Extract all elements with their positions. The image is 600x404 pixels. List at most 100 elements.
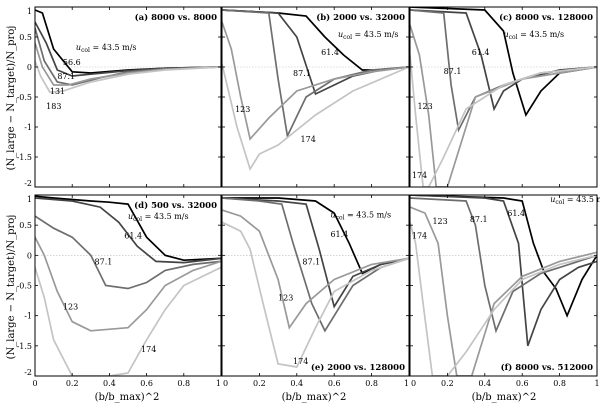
series-line-174-m-s xyxy=(222,63,409,172)
y-tick-label: -0.5 xyxy=(17,93,32,102)
panel-title: (c) 8000 vs. 128000 xyxy=(499,12,593,23)
x-tick-label: 0.8 xyxy=(365,379,378,388)
x-axis-label-f: (b/b_max)^2 xyxy=(472,392,537,403)
x-tick-label: 0.2 xyxy=(253,379,266,388)
series-line-123-m-s xyxy=(410,24,597,187)
plot-frame xyxy=(34,194,222,377)
x-tick-label: 0 xyxy=(32,379,37,388)
series-annotation: 174 xyxy=(141,345,156,354)
y-tick-label: 0 xyxy=(27,251,32,260)
x-tick-label: 0.8 xyxy=(177,379,190,388)
series-group xyxy=(35,9,221,94)
series-annotation: ucol = 43.5 m/s xyxy=(76,43,137,54)
series-group xyxy=(410,195,597,376)
series-line-123-m-s xyxy=(222,21,409,141)
series-line-61-4-m-s xyxy=(222,197,409,309)
y-tick-label: -2 xyxy=(24,368,32,377)
y-tick-label: -1.5 xyxy=(17,342,32,351)
y-tick-label: 0.5 xyxy=(19,221,32,230)
y-tick-label: -1.5 xyxy=(17,153,32,162)
series-line-174-m-s xyxy=(35,266,221,376)
series-line-61-4-m-s xyxy=(35,197,221,264)
series-annotation: 174 xyxy=(301,135,316,144)
x-axis-label-d: (b/b_max)^2 xyxy=(95,392,160,403)
panel-a: 1 0.5 0 -0.5 -1 -1.5 -2 (a) 8000 vs. 8000 ucol =… xyxy=(17,6,222,188)
x-tick-label: 0.6 xyxy=(328,379,341,388)
panel-c: (c) 8000 vs. 128000 ucol = 43.5 m/s 61.4 87… xyxy=(409,6,598,188)
series-group xyxy=(35,195,221,376)
panel-title: (a) 8000 vs. 8000 xyxy=(135,12,218,23)
series-annotation: 123 xyxy=(63,303,78,312)
y-tick-label: -1 xyxy=(24,123,32,132)
y-tick-label: 1 xyxy=(27,195,32,204)
series-annotation: ucol = 43.5 m/s xyxy=(338,30,399,41)
panel-title: (b) 2000 vs. 32000 xyxy=(316,12,405,23)
series-group xyxy=(222,197,409,368)
x-tick-label: 0.6 xyxy=(140,379,153,388)
panel-f: 0 0.2 0.4 0.6 0.8 1(f) 8000 vs. 512000 ucol = … xyxy=(409,194,600,388)
series-annotation: 87.1 xyxy=(57,72,75,81)
panel-title: (f) 8000 vs. 512000 xyxy=(501,362,593,373)
x-tick-label: 0 xyxy=(411,379,416,388)
x-tick-label: 0.4 xyxy=(290,379,303,388)
series-annotation: 61.4 xyxy=(330,230,348,239)
series-annotation: 183 xyxy=(46,102,61,111)
series-annotation: ucol = 43.5 m/s xyxy=(504,30,565,41)
x-tick-label: 0.4 xyxy=(478,379,491,388)
series-line-174-m-s xyxy=(410,221,597,376)
y-tick-label: 1 xyxy=(27,7,32,16)
series-annotation: 87.1 xyxy=(444,67,462,76)
series-annotation: 123 xyxy=(417,102,432,111)
series-annotation: ucol = 43.5 m/s xyxy=(330,210,391,221)
series-line-43-5-m-s xyxy=(410,7,597,118)
series-annotation: 131 xyxy=(50,87,65,96)
x-tick-label: 0.8 xyxy=(553,379,566,388)
series-line-123-m-s xyxy=(410,206,597,376)
x-axis-label-e: (b/b_max)^2 xyxy=(282,392,347,403)
series-annotation: 123 xyxy=(235,105,250,114)
series-annotation: 174 xyxy=(412,171,427,180)
y-axis-label-bottom: (N_large − N_target)/N_proj xyxy=(6,215,17,360)
y-axis-label-top: (N_large − N_target)/N_proj xyxy=(6,26,17,171)
series-line-174-m-s xyxy=(222,221,409,368)
series-line-61-4-m-s xyxy=(410,195,597,347)
series-line-87-1-m-s xyxy=(410,197,597,334)
series-line-123-m-s xyxy=(35,236,221,332)
panel-e: 0 0.2 0.4 0.6 0.8 1 (e) 2000 vs. 128000 ucol = … xyxy=(221,194,410,388)
x-tick-label: 0.2 xyxy=(66,379,79,388)
series-annotation: 61.4 xyxy=(321,48,339,57)
series-annotation: ucol = 43.5 m/s xyxy=(550,195,600,206)
series-annotation: ucol = 43.5 m/s xyxy=(128,212,189,223)
series-line-43-5-m-s xyxy=(35,195,221,262)
x-tick-label: 1 xyxy=(216,379,221,388)
series-line-87-1-m-s xyxy=(222,9,409,139)
series-annotation: 87.1 xyxy=(95,257,113,266)
x-tick-label: 1 xyxy=(404,379,409,388)
y-tick-label: -2 xyxy=(24,179,32,188)
series-annotation: 87.1 xyxy=(302,257,320,266)
panel-title: (e) 2000 vs. 128000 xyxy=(311,362,405,373)
series-line-183-m-s xyxy=(35,60,221,94)
x-tick-label: 0.2 xyxy=(441,379,454,388)
series-annotation: 123 xyxy=(278,294,293,303)
series-group xyxy=(222,9,409,172)
series-line-61-4-m-s xyxy=(410,9,597,112)
x-tick-label: 0 xyxy=(223,379,228,388)
series-annotation: 56.6 xyxy=(63,58,81,67)
y-tick-label: -0.5 xyxy=(17,282,32,291)
y-tick-label: -1 xyxy=(24,312,32,321)
x-tick-label: 1 xyxy=(594,379,599,388)
series-annotation: 174 xyxy=(293,357,308,366)
series-line-87-1-m-s xyxy=(222,197,409,333)
series-annotation: 87.1 xyxy=(293,69,311,78)
series-annotation: 174 xyxy=(412,231,427,240)
x-tick-label: 0.6 xyxy=(516,379,529,388)
y-tick-label: 0.5 xyxy=(19,33,32,42)
series-line-87-1-m-s xyxy=(35,215,221,290)
y-tick-label: 0 xyxy=(27,63,32,72)
panel-d: 0 0.2 0.4 0.6 0.8 1 1 0.5 0 -0.5 -1 -1.5 -2 (d) 500 v… xyxy=(17,194,222,388)
panel-title: (d) 500 vs. 32000 xyxy=(134,200,217,211)
x-axis-label: (b/b_max)^2 (b/b_max)^2 (b/b_max)^2 xyxy=(95,392,537,403)
series-annotation: 87.1 xyxy=(470,215,488,224)
